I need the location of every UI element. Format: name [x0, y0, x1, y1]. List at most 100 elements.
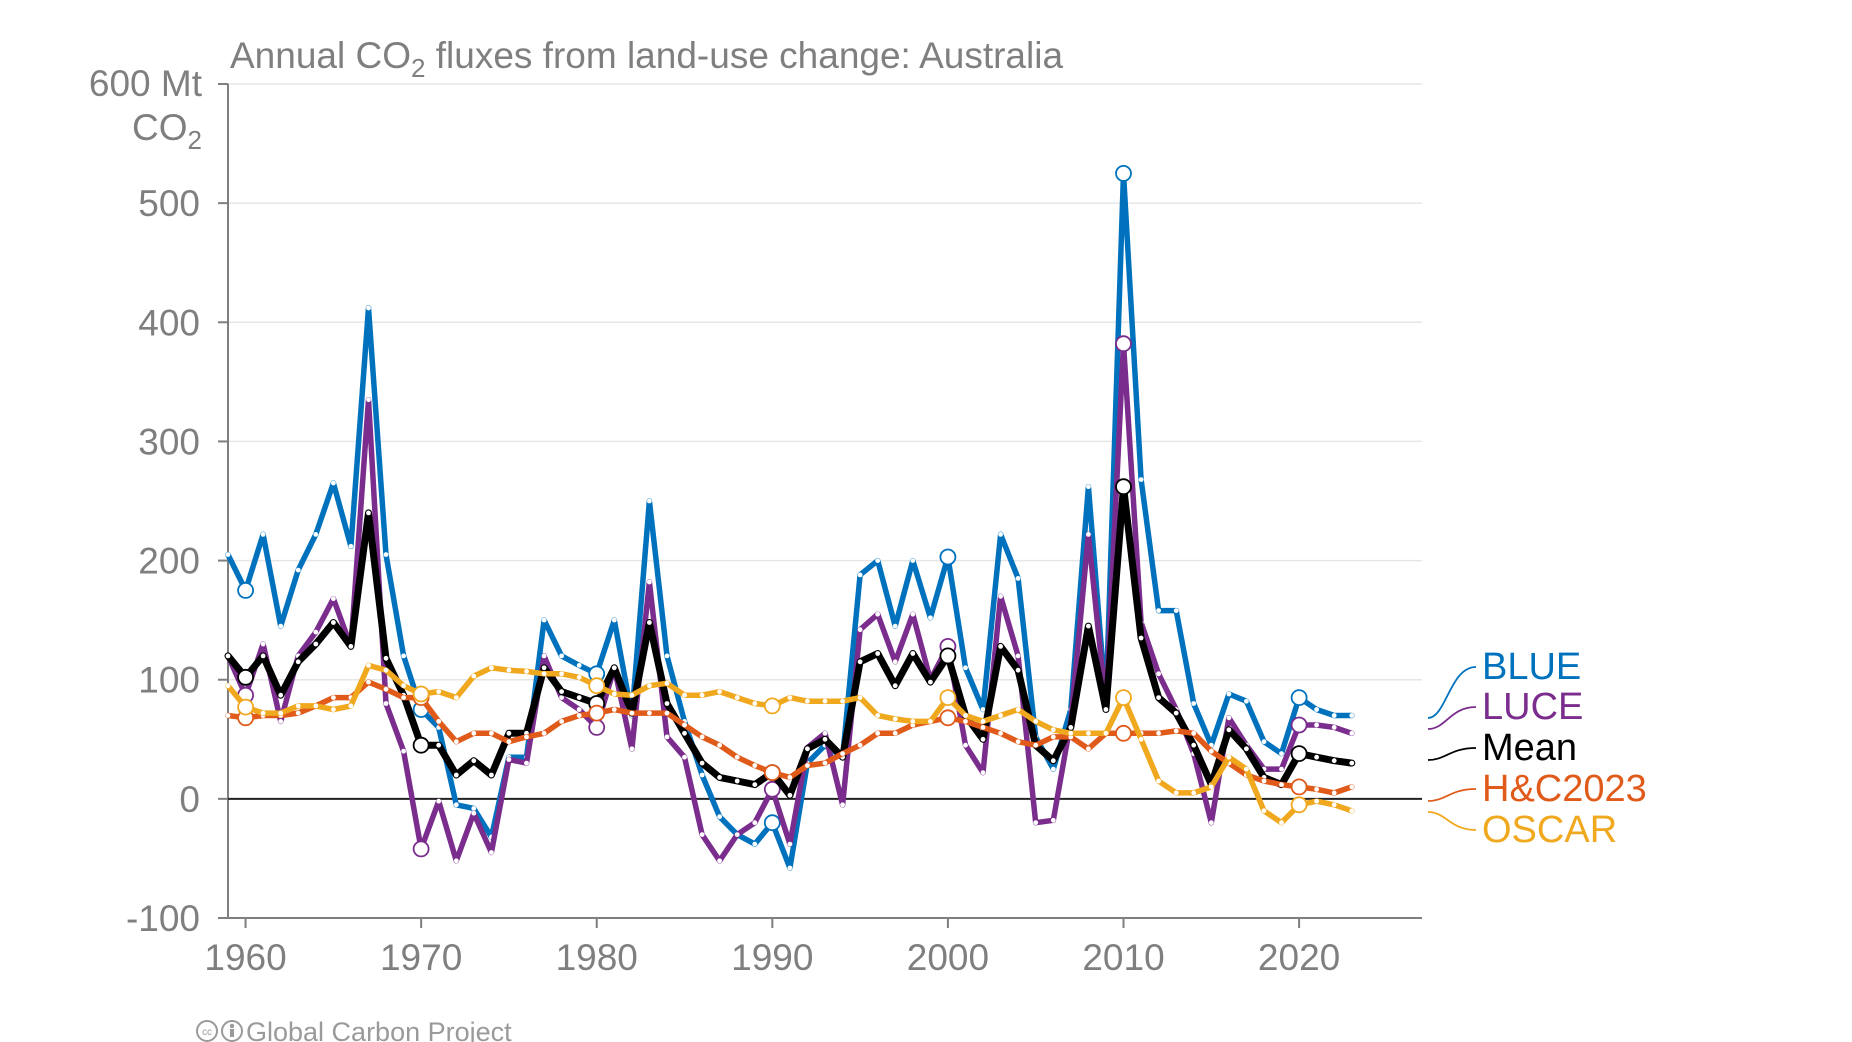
- point-oscar-1964: [313, 703, 319, 709]
- legend-label-oscar: OSCAR: [1482, 809, 1617, 851]
- point-hc2023-1993: [822, 760, 828, 766]
- point-oscar-2006: [1050, 727, 1056, 733]
- point-mean-1964: [313, 641, 319, 647]
- point-oscar-2018: [1261, 808, 1267, 814]
- point-blue-1973: [471, 806, 477, 811]
- point-mean-1992: [805, 746, 810, 752]
- point-mean-2016: [1226, 727, 1232, 733]
- point-oscar-2004: [1015, 707, 1021, 712]
- legend-label-hc2023: H&C2023: [1482, 768, 1647, 810]
- point-hc2023-1976: [524, 734, 529, 740]
- point-luce-1990: [763, 780, 781, 798]
- point-hc2023-2022: [1331, 790, 1337, 796]
- point-luce-1987: [717, 858, 722, 864]
- point-luce-1970: [412, 840, 430, 858]
- point-oscar-1984: [664, 680, 670, 686]
- point-oscar-2001: [963, 713, 968, 718]
- point-luce-2012: [1156, 671, 1161, 677]
- point-mean-1999: [928, 679, 933, 685]
- point-luce-2020: [1290, 716, 1308, 734]
- point-luce-2019: [1279, 766, 1284, 772]
- point-mean-1965: [331, 620, 336, 625]
- by-icon: [221, 1020, 243, 1042]
- x-tick-label-1980: 1980: [556, 937, 638, 978]
- point-oscar-2021: [1314, 798, 1319, 804]
- y-unit-label: CO2: [132, 107, 202, 155]
- point-oscar-2013: [1173, 790, 1179, 796]
- point-oscar-1987: [717, 689, 722, 694]
- point-mean-2023: [1349, 760, 1355, 766]
- point-mean-2010: [1115, 478, 1132, 496]
- point-oscar-1993: [822, 698, 828, 704]
- point-mean-2004: [1015, 667, 1021, 673]
- point-oscar-1970: [412, 685, 430, 703]
- point-mean-1995: [857, 659, 863, 665]
- point-luce-1972: [453, 858, 459, 864]
- point-luce-1996: [875, 611, 881, 617]
- point-mean-1975: [506, 730, 512, 736]
- point-luce-2006: [1050, 817, 1056, 823]
- point-luce-2021: [1314, 722, 1319, 728]
- cc-icon: [196, 1020, 218, 1042]
- y-tick-label-0: 0: [179, 779, 200, 820]
- point-luce-2008: [1086, 532, 1091, 537]
- point-blue-1981: [611, 617, 617, 623]
- point-hc2023-2004: [1015, 739, 1021, 745]
- point-hc2023-1982: [629, 710, 635, 716]
- point-blue-1977: [541, 617, 547, 623]
- point-hc2023-1981: [611, 707, 617, 712]
- point-blue-1960: [237, 582, 255, 599]
- point-mean-1997: [892, 683, 898, 689]
- point-blue-1986: [699, 772, 705, 778]
- point-luce-1961: [260, 641, 266, 647]
- point-oscar-1965: [331, 707, 336, 712]
- point-luce-2002: [980, 770, 986, 775]
- point-blue-1990: [763, 814, 781, 832]
- point-oscar-1981: [611, 691, 617, 697]
- point-hc2023-2005: [1033, 742, 1039, 748]
- point-luce-2016: [1226, 715, 1232, 721]
- point-mean-2007: [1068, 725, 1074, 730]
- point-oscar-1975: [506, 667, 512, 673]
- point-oscar-1989: [752, 701, 758, 706]
- point-luce-1965: [331, 596, 336, 602]
- point-hc2023-1963: [295, 710, 301, 716]
- footer: cc Global Carbon Project: [196, 1017, 512, 1042]
- point-mean-2006: [1050, 758, 1056, 764]
- point-oscar-1980: [588, 677, 606, 695]
- point-hc2023-1983: [647, 710, 652, 716]
- point-luce-2003: [998, 593, 1003, 599]
- point-hc2023-2001: [963, 719, 968, 724]
- point-oscar-1961: [260, 710, 266, 716]
- point-mean-2012: [1156, 695, 1161, 700]
- point-mean-1993: [822, 736, 828, 742]
- point-oscar-2012: [1156, 778, 1161, 784]
- point-mean-1989: [752, 782, 758, 787]
- point-oscar-1966: [348, 703, 354, 709]
- y-tick-label-400: 400: [138, 302, 200, 343]
- legend-label-mean: Mean: [1482, 727, 1577, 769]
- point-oscar-2002: [980, 719, 986, 724]
- point-hc2023-2018: [1261, 778, 1267, 784]
- title-prefix: Annual CO: [230, 35, 411, 76]
- point-mean-1988: [734, 778, 740, 784]
- point-oscar-1974: [489, 665, 494, 671]
- point-oscar-2008: [1086, 730, 1091, 736]
- point-oscar-1997: [892, 716, 898, 722]
- point-oscar-2017: [1244, 766, 1249, 772]
- point-luce-1962: [278, 719, 284, 724]
- y-unit-sub: 2: [188, 125, 202, 155]
- point-hc2023-1971: [436, 719, 442, 724]
- point-mean-1998: [910, 651, 916, 656]
- point-blue-2020: [1290, 689, 1308, 706]
- point-mean-1996: [875, 651, 881, 656]
- point-mean-1968: [383, 655, 389, 661]
- point-hc2023-1975: [506, 739, 512, 745]
- y-tick-label-100: 100: [138, 660, 200, 701]
- point-hc2023-2021: [1314, 786, 1319, 792]
- point-luce-1980: [588, 719, 606, 736]
- point-hc2023-2002: [980, 725, 986, 730]
- point-oscar-1982: [629, 692, 635, 698]
